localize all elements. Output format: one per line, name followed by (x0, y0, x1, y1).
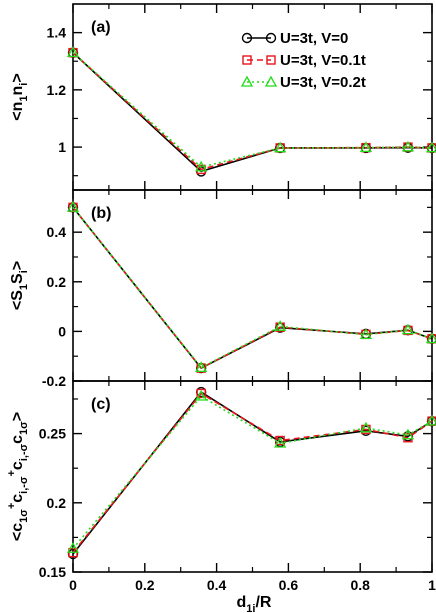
series-line-2 (72, 52, 433, 171)
y-axis-title: <n1ni> (9, 73, 30, 120)
y-axis-title-part: <S (9, 290, 26, 310)
data-point-triangle (425, 141, 436, 153)
y-tick-label: 1.2 (47, 82, 67, 98)
y-axis-title-part: 1σ (18, 509, 30, 523)
data-point-triangle (425, 332, 436, 344)
x-tick-label: 0.8 (350, 577, 370, 593)
data-point-triangle (274, 436, 287, 448)
panel-c: 0.150.20.250 0.2 0.4 0.6 0.8 1(c)<c1σ+ci,-σ+c… (6, 380, 436, 613)
y-axis-title: <c1σ+ci,-σ+ci,-σc1σ> (6, 412, 30, 541)
legend-label: U=3t, V=0.1t (280, 52, 366, 69)
y-axis-title-part: c (9, 435, 26, 444)
data-point-triangle (195, 389, 208, 401)
panel-label: (a) (91, 19, 111, 36)
panel-b: -0.2 0 0.2 0.4 (b) <S1Si> (9, 189, 436, 389)
y-tick-label: 0.4 (47, 224, 67, 240)
y-axis-title-part: i,-σ (18, 476, 30, 494)
x-axis-title-part: d (237, 594, 247, 611)
legend-marker-circle (265, 32, 277, 44)
y-axis-title-part: > (9, 73, 26, 82)
panel-label: (b) (91, 205, 111, 222)
y-axis-title-part: 1σ (18, 421, 30, 435)
data-point-triangle (359, 328, 373, 340)
panel-a: 11.21.4 (a)<n1ni> (9, 3, 436, 191)
data-point-square (196, 363, 206, 373)
plot-frame (72, 3, 433, 191)
legend-marker-square (242, 55, 252, 65)
data-point-triangle (274, 141, 287, 153)
y-axis-title-part: <n (9, 102, 26, 121)
data-point-triangle (66, 46, 80, 58)
data-point-triangle (66, 201, 80, 212)
x-tick-label: 0.6 (279, 577, 299, 593)
y-tick-label: 1 (58, 139, 66, 155)
series-line-3 (72, 52, 433, 168)
y-axis-title-part: i (18, 270, 30, 273)
data-point-triangle (401, 140, 415, 152)
panel-label: (c) (91, 396, 111, 413)
y-tick-label: -0.2 (42, 373, 66, 389)
data-point-square (196, 388, 206, 399)
series-line-1 (72, 391, 433, 555)
data-point-triangle (195, 361, 208, 373)
x-tick-label: 0.2 (135, 577, 155, 593)
y-tick-label: 0 (58, 323, 66, 339)
plot-frame (72, 189, 433, 382)
y-axis-title-part: c (9, 494, 26, 503)
x-axis-title: d1i/R (237, 594, 272, 613)
data-point-triangle (425, 414, 436, 426)
y-axis-title-part: > (9, 412, 26, 421)
legend-label: U=3t, V=0 (280, 30, 348, 47)
y-tick-label: 0.25 (39, 426, 66, 442)
x-tick-label: 1 (428, 577, 436, 593)
y-axis-title-part: + (6, 470, 18, 476)
series-line-3 (72, 206, 433, 369)
y-tick-label: 0.2 (47, 274, 67, 290)
data-point-triangle (359, 141, 373, 153)
data-point-triangle (359, 421, 373, 433)
data-point-triangle (401, 323, 415, 335)
y-tick-label: 1.4 (47, 25, 67, 41)
y-axis-title-part: i,-σ (18, 443, 30, 461)
y-axis-title-part: i (18, 83, 30, 86)
y-axis-title-part: n (9, 86, 26, 96)
x-tick-label: 0.4 (207, 577, 227, 593)
legend-label: U=3t, V=0.2t (280, 74, 366, 91)
legend-marker-circle (241, 32, 253, 44)
data-point-triangle (66, 542, 80, 553)
data-point-square (403, 325, 413, 336)
series-line-1 (72, 206, 433, 370)
y-axis-title-part: 1 (18, 95, 30, 101)
series-line-2 (72, 392, 433, 554)
legend-marker-triangle (240, 75, 254, 87)
legend-marker-square (266, 55, 276, 65)
data-point-triangle (274, 320, 287, 331)
data-point-triangle (401, 428, 415, 440)
y-axis-title-part: S (9, 273, 26, 284)
data-point-triangle (195, 160, 208, 172)
y-tick-label: 0.15 (39, 564, 66, 580)
series-line-3 (72, 395, 433, 549)
y-axis-title-part: c (9, 461, 26, 470)
legend: U=3t, V=0 U=3t, V=0.1t U=3t, V=0.2t (240, 30, 366, 91)
plot-frame (72, 380, 433, 573)
y-tick-label: 0.2 (47, 495, 67, 511)
y-axis-title-part: <c (9, 523, 26, 541)
y-axis-title-part: > (9, 261, 26, 270)
legend-marker-triangle (264, 75, 278, 87)
x-tick-label: 0 (69, 577, 77, 593)
y-axis-title-part: 1 (18, 284, 30, 290)
x-axis-title-part: 1i (246, 603, 255, 613)
series-line-2 (72, 206, 433, 370)
y-axis-title: <S1Si> (9, 261, 30, 310)
y-axis-title-part: + (6, 503, 18, 509)
x-axis-title-part: /R (255, 594, 271, 611)
series-line-1 (72, 52, 433, 173)
